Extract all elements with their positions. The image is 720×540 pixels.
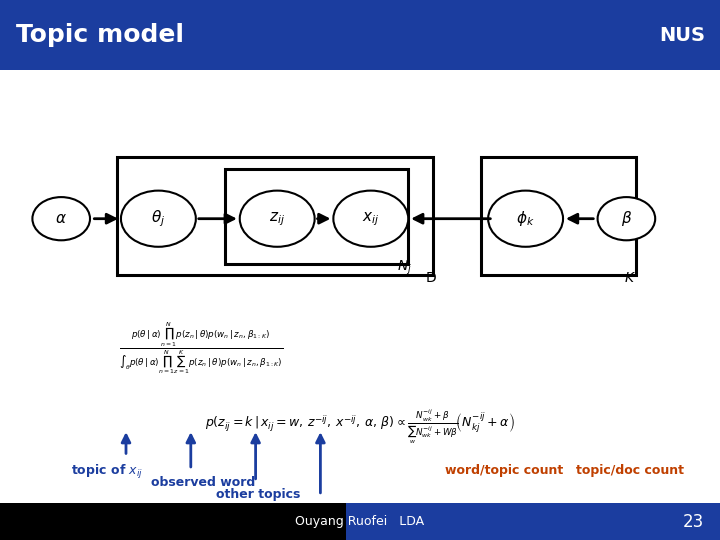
Text: $\theta_j$: $\theta_j$ [151, 208, 166, 229]
Circle shape [121, 191, 196, 247]
Circle shape [32, 197, 90, 240]
Bar [346, 503, 720, 540]
Text: topic/doc count: topic/doc count [576, 464, 684, 477]
Text: $\phi_k$: $\phi_k$ [516, 209, 535, 228]
Text: D: D [426, 271, 436, 285]
Text: observed word: observed word [151, 476, 256, 489]
Text: Topic model: Topic model [16, 23, 184, 47]
Text: Ouyang Ruofei   LDA: Ouyang Ruofei LDA [295, 515, 425, 528]
Text: topic of $x_{ij}$: topic of $x_{ij}$ [71, 463, 143, 481]
Bar [0, 503, 346, 540]
Text: $\beta$: $\beta$ [621, 209, 632, 228]
Text: other topics: other topics [216, 488, 300, 501]
Bar [0, 0, 720, 70]
Text: $\alpha$: $\alpha$ [55, 211, 67, 226]
Text: $x_{ij}$: $x_{ij}$ [362, 210, 379, 227]
Circle shape [598, 197, 655, 240]
Circle shape [240, 191, 315, 247]
Circle shape [333, 191, 408, 247]
Text: other words: other words [283, 503, 368, 516]
Bar [481, 157, 636, 275]
Bar [225, 169, 408, 264]
Text: $N_j$: $N_j$ [397, 259, 412, 278]
Text: $K$: $K$ [624, 271, 636, 285]
Text: $p(z_{ij}=k\,|\,x_{ij}=w,\,z^{-ij},\,x^{-ij},\,\alpha,\,\beta)\propto\frac{N_{wk: $p(z_{ij}=k\,|\,x_{ij}=w,\,z^{-ij},\,x^{… [205, 408, 515, 445]
Text: $\frac{p(\theta\,|\,\alpha)\prod_{n=1}^{N}p(z_n\,|\,\theta)p(w_n\,|\,z_n,\beta_{: $\frac{p(\theta\,|\,\alpha)\prod_{n=1}^{… [120, 320, 284, 376]
Text: 23: 23 [683, 512, 704, 531]
Text: NUS: NUS [660, 25, 706, 45]
Text: word/topic count: word/topic count [445, 464, 563, 477]
Text: $z_{ij}$: $z_{ij}$ [269, 210, 285, 227]
Circle shape [488, 191, 563, 247]
Bar [117, 157, 433, 275]
